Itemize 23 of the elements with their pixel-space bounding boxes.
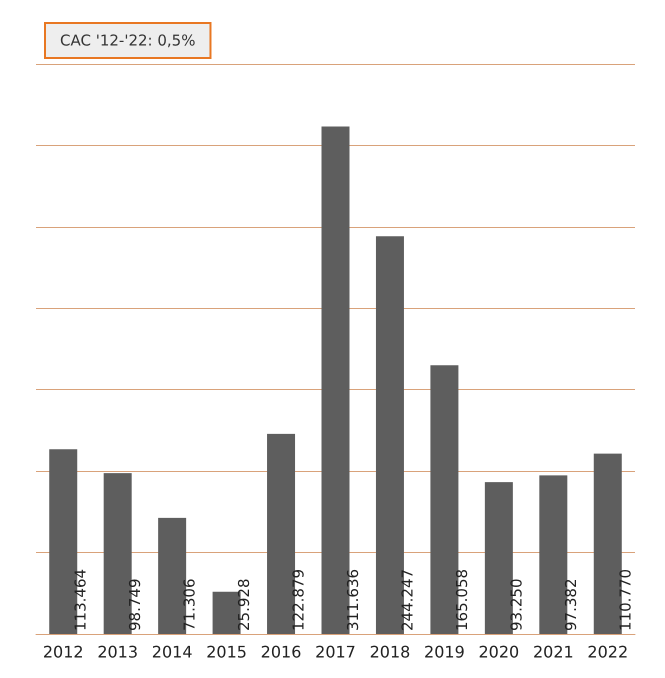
data-label: 113.464 <box>72 568 90 631</box>
x-tick-label: 2015 <box>206 642 247 662</box>
data-label: 97.382 <box>562 578 580 631</box>
x-tick-label: 2019 <box>424 642 465 662</box>
x-tick-label: 2020 <box>478 642 520 662</box>
data-label: 98.749 <box>126 578 144 631</box>
x-tick-label: 2017 <box>315 642 356 662</box>
x-tick-label: 2021 <box>532 642 574 662</box>
x-tick-label: 2022 <box>587 642 628 662</box>
data-label: 110.770 <box>616 568 634 631</box>
data-label: 25.928 <box>235 578 254 631</box>
data-label: 244.247 <box>398 568 416 631</box>
x-tick-label: 2016 <box>260 642 302 662</box>
x-tick-label: 2013 <box>97 642 138 662</box>
x-tick-label: 2018 <box>370 642 410 662</box>
data-label: 165.058 <box>452 568 471 631</box>
data-label: 122.879 <box>290 568 308 631</box>
data-label: 93.250 <box>507 578 526 631</box>
x-tick-label: 2012 <box>42 642 84 662</box>
data-label: 311.636 <box>344 568 362 631</box>
data-label: 71.306 <box>180 578 199 631</box>
x-tick-label: 2014 <box>152 642 192 662</box>
text: CAC '12-'22: 0,5% <box>60 32 196 50</box>
